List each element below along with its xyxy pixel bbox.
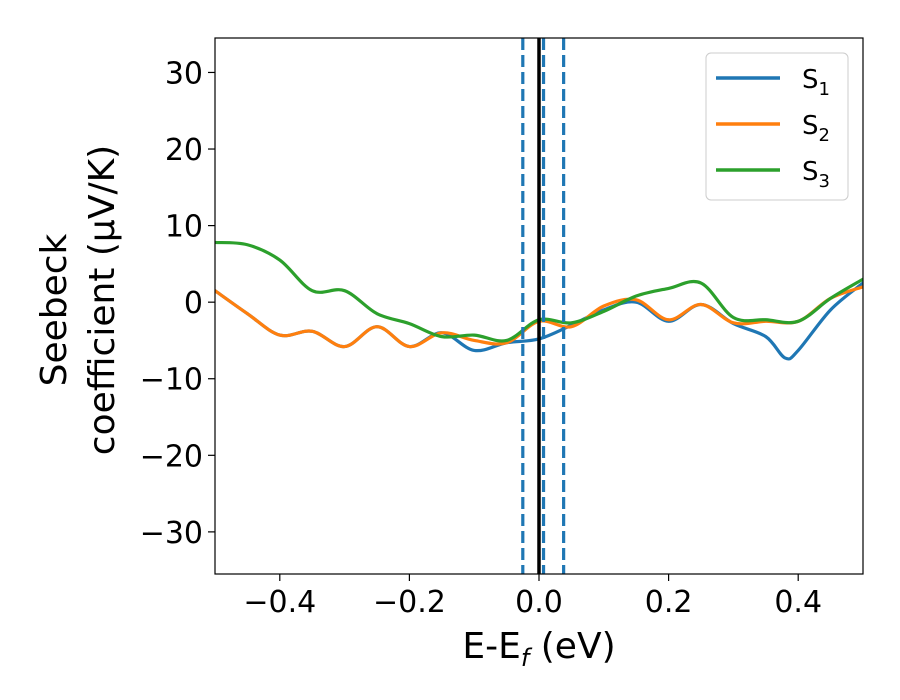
plot-frame: [214, 37, 864, 575]
y-tick-label: 30: [165, 56, 203, 91]
legend-label-s1: S1: [802, 65, 830, 100]
x-tick-label: −0.4: [243, 585, 316, 620]
y-tick-label: 10: [165, 210, 203, 245]
legend-label-sub: 2: [819, 125, 830, 146]
y-axis-title-line2: coefficient (μV/K): [82, 145, 123, 455]
legend-label-s3: S3: [802, 157, 830, 192]
y-axis-title: Seebeck coefficient (μV/K): [34, 145, 123, 455]
x-tick-label: 0.4: [774, 585, 822, 620]
legend-label-s2: S2: [802, 111, 830, 146]
x-tick-label: 0.2: [645, 585, 693, 620]
legend-label-sub: 1: [819, 79, 830, 100]
y-tick-label: −30: [140, 516, 203, 551]
legend-label-sub: 3: [819, 171, 830, 192]
x-axis-title-main: E-E: [462, 626, 520, 667]
y-tick-label: 20: [165, 133, 203, 168]
legend-label-main: S: [802, 111, 819, 141]
y-tick-label: −10: [140, 363, 203, 398]
x-axis-ticks: −0.4 −0.2 0.0 0.2 0.4: [243, 574, 822, 620]
legend-label-main: S: [802, 157, 819, 187]
y-axis-ticks: 30 20 10 0 −10 −20 −30: [140, 56, 215, 551]
legend-box: [705, 52, 849, 201]
y-tick-label: 0: [184, 286, 203, 321]
y-axis-title-line1: Seebeck: [34, 233, 75, 386]
y-tick-label: −20: [140, 439, 203, 474]
x-axis-title: E-Ef (eV): [462, 626, 615, 672]
x-tick-label: 0.0: [515, 585, 563, 620]
vertical-markers: [521, 38, 566, 574]
x-axis-title-unit: (eV): [529, 626, 615, 667]
x-tick-label: −0.2: [373, 585, 446, 620]
legend-label-main: S: [802, 65, 819, 95]
